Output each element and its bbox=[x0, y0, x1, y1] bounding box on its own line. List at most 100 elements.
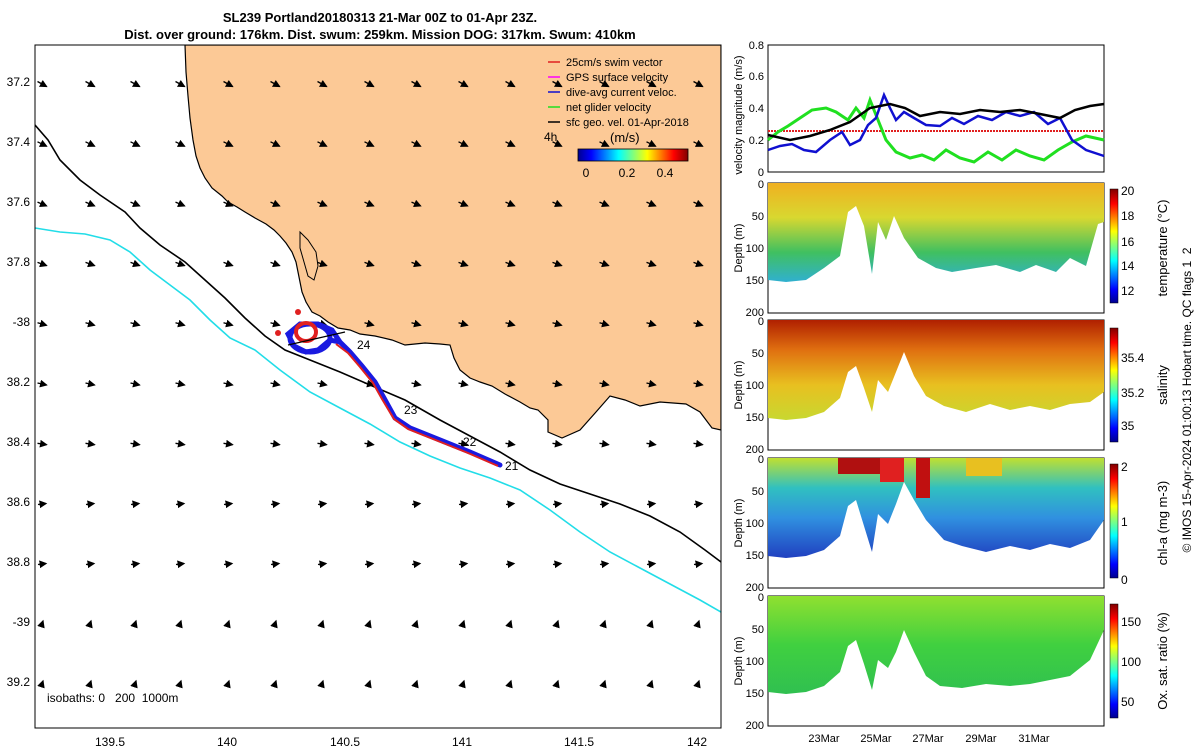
vel-tick: 0.8 bbox=[749, 40, 764, 52]
lat-tick: 38.4 bbox=[7, 435, 31, 449]
current-arrow bbox=[37, 319, 48, 328]
current-vector-field bbox=[37, 79, 704, 689]
time-tick: 31Mar bbox=[1018, 733, 1050, 745]
current-arrow bbox=[130, 679, 138, 689]
current-arrow bbox=[175, 500, 186, 509]
lat-tick: 38.2 bbox=[7, 375, 31, 389]
current-arrow bbox=[317, 79, 328, 88]
colorbar-tick: 0.2 bbox=[619, 166, 636, 180]
current-arrow bbox=[130, 560, 141, 569]
current-arrow bbox=[458, 259, 469, 268]
current-arrow bbox=[317, 560, 328, 569]
depth-tick: 0 bbox=[758, 316, 764, 328]
current-arrow bbox=[37, 79, 48, 88]
current-arrow bbox=[175, 199, 186, 207]
lon-tick: 141 bbox=[452, 735, 472, 749]
depth-tick: 200 bbox=[746, 720, 764, 732]
current-arrow bbox=[223, 319, 234, 328]
lon-tick: 140.5 bbox=[330, 735, 360, 749]
current-arrow bbox=[646, 199, 657, 207]
track-line bbox=[287, 331, 346, 346]
temperature-label: temperature (°C) bbox=[1155, 200, 1170, 297]
coastal-lagoon bbox=[299, 230, 319, 281]
current-arrow bbox=[693, 619, 701, 629]
current-arrow bbox=[599, 619, 607, 629]
current-arrow bbox=[223, 500, 234, 509]
depth-label: Depth (m) bbox=[733, 499, 745, 548]
current-arrow bbox=[458, 500, 469, 509]
depth-tick: 50 bbox=[752, 624, 764, 636]
current-arrow bbox=[599, 199, 610, 207]
current-arrow bbox=[599, 379, 610, 388]
footer-credit: © IMOS 15-Apr-2024 01:00:13 Hobart time.… bbox=[1180, 247, 1194, 552]
depth-tick: 150 bbox=[746, 550, 764, 562]
depth-label: Depth (m) bbox=[733, 361, 745, 410]
sal-cbar-tick: 35.2 bbox=[1121, 386, 1145, 400]
current-arrow bbox=[37, 199, 48, 207]
vel-tick: 0.4 bbox=[749, 103, 764, 115]
current-arrow bbox=[270, 199, 281, 207]
current-arrow bbox=[37, 500, 48, 509]
depth-tick: 0 bbox=[758, 592, 764, 604]
current-arrow bbox=[552, 79, 563, 88]
lon-tick: 141.5 bbox=[564, 735, 594, 749]
current-arrow bbox=[317, 199, 328, 207]
lat-tick: 38.6 bbox=[7, 495, 31, 509]
plot-title-line1: SL239 Portland20180313 21-Mar 00Z to 01-… bbox=[222, 10, 538, 25]
current-arrow bbox=[646, 560, 657, 569]
depth-tick: 50 bbox=[752, 348, 764, 360]
legend-scale-4h: 4h bbox=[544, 130, 557, 144]
lat-tick: 38.8 bbox=[7, 555, 31, 569]
isobaths-label: isobaths: 0 200 1000m bbox=[47, 691, 178, 705]
chla-colorbar bbox=[1109, 463, 1119, 579]
legend-gps-velocity: GPS surface velocity bbox=[566, 72, 669, 84]
current-arrow bbox=[552, 319, 563, 328]
lat-tick: 37.8 bbox=[7, 255, 31, 269]
current-arrow bbox=[505, 259, 516, 268]
current-arrow bbox=[175, 619, 183, 629]
current-arrow bbox=[130, 379, 141, 388]
current-arrow bbox=[364, 560, 375, 569]
current-arrow bbox=[411, 79, 422, 88]
current-arrow bbox=[693, 439, 704, 448]
current-arrow bbox=[223, 679, 231, 689]
current-arrow bbox=[175, 139, 186, 147]
current-arrow bbox=[223, 439, 234, 448]
current-arrow bbox=[37, 560, 48, 569]
depth-tick: 150 bbox=[746, 275, 764, 287]
current-arrow bbox=[130, 619, 138, 629]
current-arrow bbox=[364, 619, 372, 629]
map-panel[interactable]: 24 23 22 21 37.2 37.4 37.6 37.8 -38 38.2… bbox=[0, 0, 730, 750]
current-arrow bbox=[646, 139, 657, 147]
vel-tick: 0.6 bbox=[749, 71, 764, 83]
current-arrow bbox=[37, 379, 48, 388]
current-arrow bbox=[175, 259, 186, 268]
current-arrow bbox=[175, 679, 183, 689]
lat-tick: 37.6 bbox=[7, 195, 31, 209]
current-arrow bbox=[223, 79, 234, 88]
current-arrow bbox=[552, 500, 563, 509]
glider-track-swim bbox=[335, 343, 499, 467]
current-arrow bbox=[317, 500, 328, 509]
current-arrow bbox=[270, 319, 281, 328]
time-tick: 25Mar bbox=[860, 733, 892, 745]
current-arrow bbox=[458, 619, 466, 629]
current-arrow bbox=[175, 439, 186, 448]
current-arrow bbox=[364, 259, 375, 268]
map-legend: 25cm/s swim vector GPS surface velocity … bbox=[544, 57, 689, 180]
current-arrow bbox=[646, 259, 657, 268]
sfc-geo-velocity-line bbox=[767, 102, 1105, 142]
current-arrow bbox=[411, 439, 422, 448]
current-arrow bbox=[411, 259, 422, 268]
current-arrow bbox=[458, 439, 469, 448]
current-arrow bbox=[646, 500, 657, 509]
temp-cbar-tick: 18 bbox=[1121, 209, 1135, 223]
legend-sfc-geo-vel: sfc geo. vel. 01-Apr-2018 bbox=[566, 117, 689, 129]
time-tick: 27Mar bbox=[912, 733, 944, 745]
current-arrow bbox=[552, 379, 563, 388]
timeseries-panels[interactable]: 0.8 0.6 0.4 0.2 0 velocity magnitude (m/… bbox=[730, 0, 1200, 750]
current-arrow bbox=[458, 679, 466, 689]
vel-tick: 0 bbox=[758, 167, 764, 179]
current-arrow bbox=[505, 379, 516, 388]
current-arrow bbox=[317, 259, 328, 268]
